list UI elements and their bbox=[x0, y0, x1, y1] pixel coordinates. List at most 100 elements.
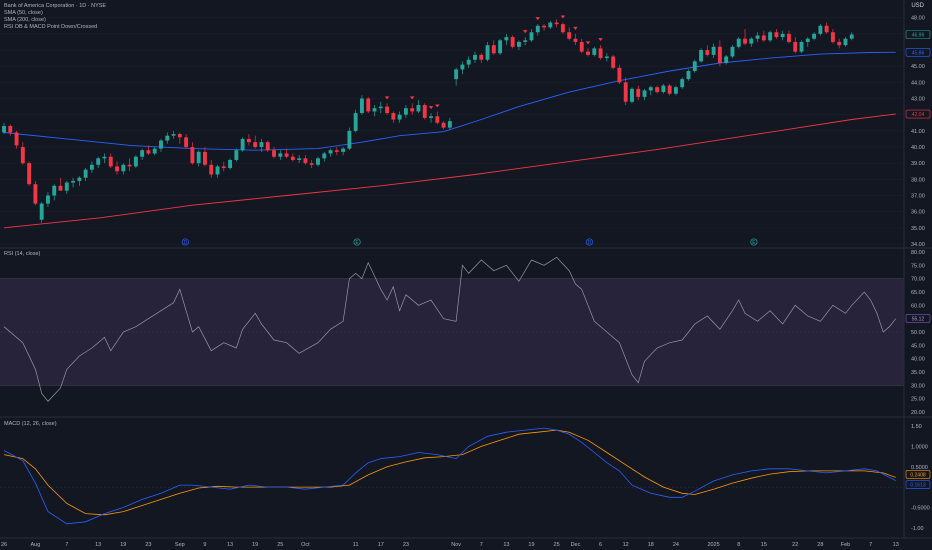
down-candle[interactable] bbox=[554, 22, 559, 25]
down-candle[interactable] bbox=[636, 88, 641, 97]
currency-label[interactable]: USD bbox=[911, 3, 924, 9]
sell-signal-marker[interactable] bbox=[585, 41, 591, 45]
up-candle[interactable] bbox=[416, 104, 421, 112]
up-candle[interactable] bbox=[403, 108, 408, 115]
down-candle[interactable] bbox=[309, 163, 314, 165]
down-candle[interactable] bbox=[146, 150, 151, 154]
down-candle[interactable] bbox=[655, 87, 660, 93]
up-candle[interactable] bbox=[805, 38, 810, 42]
down-candle[interactable] bbox=[717, 46, 722, 63]
up-candle[interactable] bbox=[52, 185, 57, 196]
down-candle[interactable] bbox=[265, 142, 270, 151]
up-candle[interactable] bbox=[234, 150, 239, 160]
down-candle[interactable] bbox=[479, 54, 484, 60]
up-candle[interactable] bbox=[228, 159, 233, 169]
down-candle[interactable] bbox=[611, 56, 616, 68]
up-candle[interactable] bbox=[466, 59, 471, 65]
indicator-sma50-label[interactable]: SMA (50, close) bbox=[4, 10, 43, 16]
down-candle[interactable] bbox=[824, 25, 829, 33]
down-candle[interactable] bbox=[573, 38, 578, 42]
up-candle[interactable] bbox=[196, 151, 201, 164]
up-candle[interactable] bbox=[661, 85, 666, 93]
up-candle[interactable] bbox=[171, 134, 176, 136]
up-candle[interactable] bbox=[159, 140, 163, 149]
down-candle[interactable] bbox=[209, 164, 214, 175]
up-candle[interactable] bbox=[711, 46, 716, 55]
up-candle[interactable] bbox=[140, 150, 145, 157]
up-candle[interactable] bbox=[529, 32, 534, 41]
down-candle[interactable] bbox=[830, 32, 835, 42]
up-candle[interactable] bbox=[642, 90, 647, 97]
price-tag[interactable] bbox=[905, 47, 931, 57]
sell-signal-marker[interactable] bbox=[560, 15, 566, 19]
macd-value-tag[interactable] bbox=[905, 470, 931, 479]
rsi-value-tag[interactable] bbox=[905, 314, 931, 323]
down-candle[interactable] bbox=[253, 142, 258, 148]
up-candle[interactable] bbox=[429, 116, 433, 118]
down-candle[interactable] bbox=[115, 166, 119, 172]
down-candle[interactable] bbox=[391, 113, 396, 120]
up-candle[interactable] bbox=[353, 113, 358, 131]
up-candle[interactable] bbox=[686, 71, 691, 80]
down-candle[interactable] bbox=[542, 25, 547, 28]
down-candle[interactable] bbox=[793, 41, 798, 52]
down-candle[interactable] bbox=[491, 45, 496, 54]
up-candle[interactable] bbox=[133, 156, 138, 167]
event-marker[interactable] bbox=[750, 238, 758, 246]
down-candle[interactable] bbox=[598, 48, 603, 59]
up-candle[interactable] bbox=[102, 156, 107, 159]
down-candle[interactable] bbox=[366, 98, 371, 112]
up-candle[interactable] bbox=[592, 48, 597, 55]
up-candle[interactable] bbox=[768, 32, 773, 41]
down-candle[interactable] bbox=[246, 138, 251, 143]
down-candle[interactable] bbox=[303, 158, 308, 164]
down-candle[interactable] bbox=[667, 85, 672, 94]
up-candle[interactable] bbox=[39, 203, 44, 220]
up-candle[interactable] bbox=[121, 164, 126, 172]
up-candle[interactable] bbox=[64, 182, 69, 191]
up-candle[interactable] bbox=[240, 138, 245, 151]
down-candle[interactable] bbox=[108, 156, 113, 167]
up-candle[interactable] bbox=[71, 180, 76, 183]
up-candle[interactable] bbox=[812, 33, 817, 39]
down-candle[interactable] bbox=[579, 41, 584, 52]
rsi-pane-title[interactable]: RSI (14, close) bbox=[4, 251, 41, 257]
down-candle[interactable] bbox=[14, 132, 19, 146]
down-candle[interactable] bbox=[184, 137, 189, 148]
down-candle[interactable] bbox=[334, 150, 339, 152]
indicator-signal-label[interactable]: RSI OB & MACD Point Down/Crossed bbox=[4, 24, 98, 30]
up-candle[interactable] bbox=[699, 50, 703, 62]
down-candle[interactable] bbox=[58, 185, 63, 191]
down-candle[interactable] bbox=[567, 32, 572, 39]
up-candle[interactable] bbox=[604, 56, 609, 59]
up-candle[interactable] bbox=[341, 148, 346, 152]
up-candle[interactable] bbox=[83, 169, 88, 178]
up-candle[interactable] bbox=[215, 166, 220, 175]
up-candle[interactable] bbox=[849, 34, 854, 39]
down-candle[interactable] bbox=[510, 37, 515, 47]
down-candle[interactable] bbox=[586, 51, 590, 55]
up-candle[interactable] bbox=[799, 41, 804, 52]
up-candle[interactable] bbox=[504, 37, 509, 41]
up-candle[interactable] bbox=[278, 153, 283, 157]
up-candle[interactable] bbox=[447, 121, 452, 128]
up-candle[interactable] bbox=[736, 38, 741, 47]
down-candle[interactable] bbox=[33, 184, 38, 204]
up-candle[interactable] bbox=[485, 45, 490, 60]
up-candle[interactable] bbox=[2, 126, 6, 133]
up-candle[interactable] bbox=[347, 130, 352, 149]
up-candle[interactable] bbox=[297, 158, 302, 160]
down-candle[interactable] bbox=[272, 150, 276, 157]
up-candle[interactable] bbox=[473, 54, 477, 60]
up-candle[interactable] bbox=[46, 195, 50, 204]
down-candle[interactable] bbox=[837, 41, 842, 46]
down-candle[interactable] bbox=[787, 33, 791, 42]
down-candle[interactable] bbox=[177, 134, 182, 138]
up-candle[interactable] bbox=[165, 135, 170, 141]
up-candle[interactable] bbox=[259, 142, 264, 148]
up-candle[interactable] bbox=[77, 177, 82, 181]
up-candle[interactable] bbox=[730, 46, 735, 57]
down-candle[interactable] bbox=[560, 24, 565, 33]
indicator-sma200-label[interactable]: SMA (200, close) bbox=[4, 17, 46, 23]
up-candle[interactable] bbox=[648, 87, 653, 91]
